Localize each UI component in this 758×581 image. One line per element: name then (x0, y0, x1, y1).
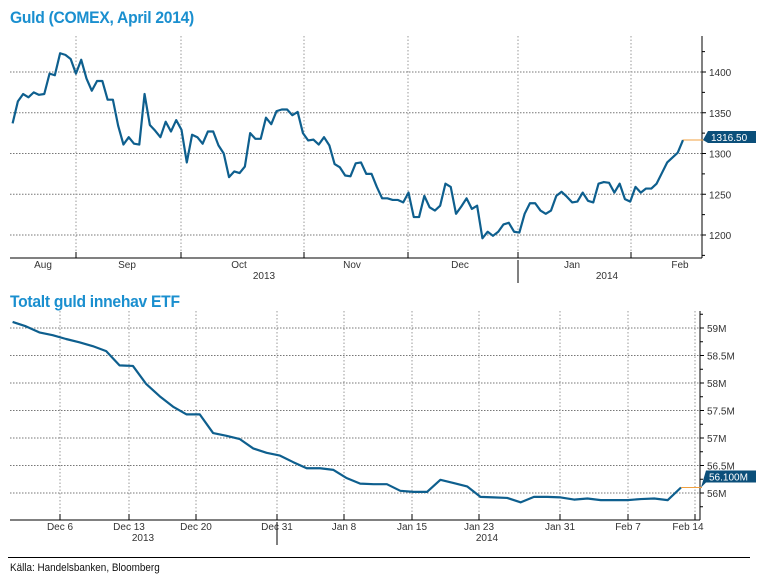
y-tick-label: 1200 (709, 231, 732, 242)
x-tick-label: Jan 15 (397, 522, 427, 533)
x-year-label: 2014 (596, 271, 619, 282)
x-tick-label: Jan (564, 260, 580, 271)
x-tick-label: Dec 31 (261, 522, 293, 533)
last-value-label: 56.100M (709, 473, 748, 484)
y-tick-label: 58.5M (707, 352, 735, 363)
x-tick-label: Jan 23 (464, 522, 494, 533)
x-tick-label: Oct (231, 260, 247, 271)
x-tick-label: Jan 31 (545, 522, 575, 533)
x-tick-label: Dec 6 (47, 522, 74, 533)
x-tick-label: Feb 14 (672, 522, 704, 533)
y-tick-label: 1250 (709, 190, 732, 201)
last-value-badge (703, 131, 756, 144)
y-tick-label: 56.5M (707, 462, 735, 473)
x-tick-label: Dec (451, 260, 469, 271)
x-tick-label: Feb 7 (615, 522, 641, 533)
x-tick-label: Aug (34, 260, 52, 271)
x-year-label: 2013 (132, 533, 155, 544)
y-tick-label: 56M (707, 489, 726, 500)
x-tick-label: Jan 8 (332, 522, 357, 533)
y-tick-label: 59M (707, 324, 726, 335)
last-value-badge (701, 470, 756, 488)
x-year-label: 2014 (476, 533, 499, 544)
x-tick-label: Feb (671, 260, 689, 271)
series-line (11, 52, 685, 240)
x-tick-label: Dec 20 (180, 522, 212, 533)
x-tick-label: Nov (343, 260, 361, 271)
chart2-title: Totalt guld innehav ETF (10, 292, 180, 311)
source-note: Källa: Handelsbanken, Bloomberg (10, 562, 160, 574)
x-tick-label: Dec 13 (113, 522, 145, 533)
y-tick-label: 57M (707, 434, 726, 445)
y-tick-label: 58M (707, 379, 726, 390)
series-line (12, 320, 682, 504)
source-divider (8, 557, 750, 558)
x-year-label: 2013 (253, 271, 276, 282)
y-tick-label: 1300 (709, 150, 732, 161)
x-tick-label: Sep (118, 260, 136, 271)
y-tick-label: 57.5M (707, 407, 735, 418)
last-value-label: 1316.50 (711, 133, 748, 144)
chart1-title: Guld (COMEX, April 2014) (10, 8, 194, 27)
y-tick-label: 1400 (709, 68, 732, 79)
y-tick-label: 1350 (709, 109, 732, 120)
